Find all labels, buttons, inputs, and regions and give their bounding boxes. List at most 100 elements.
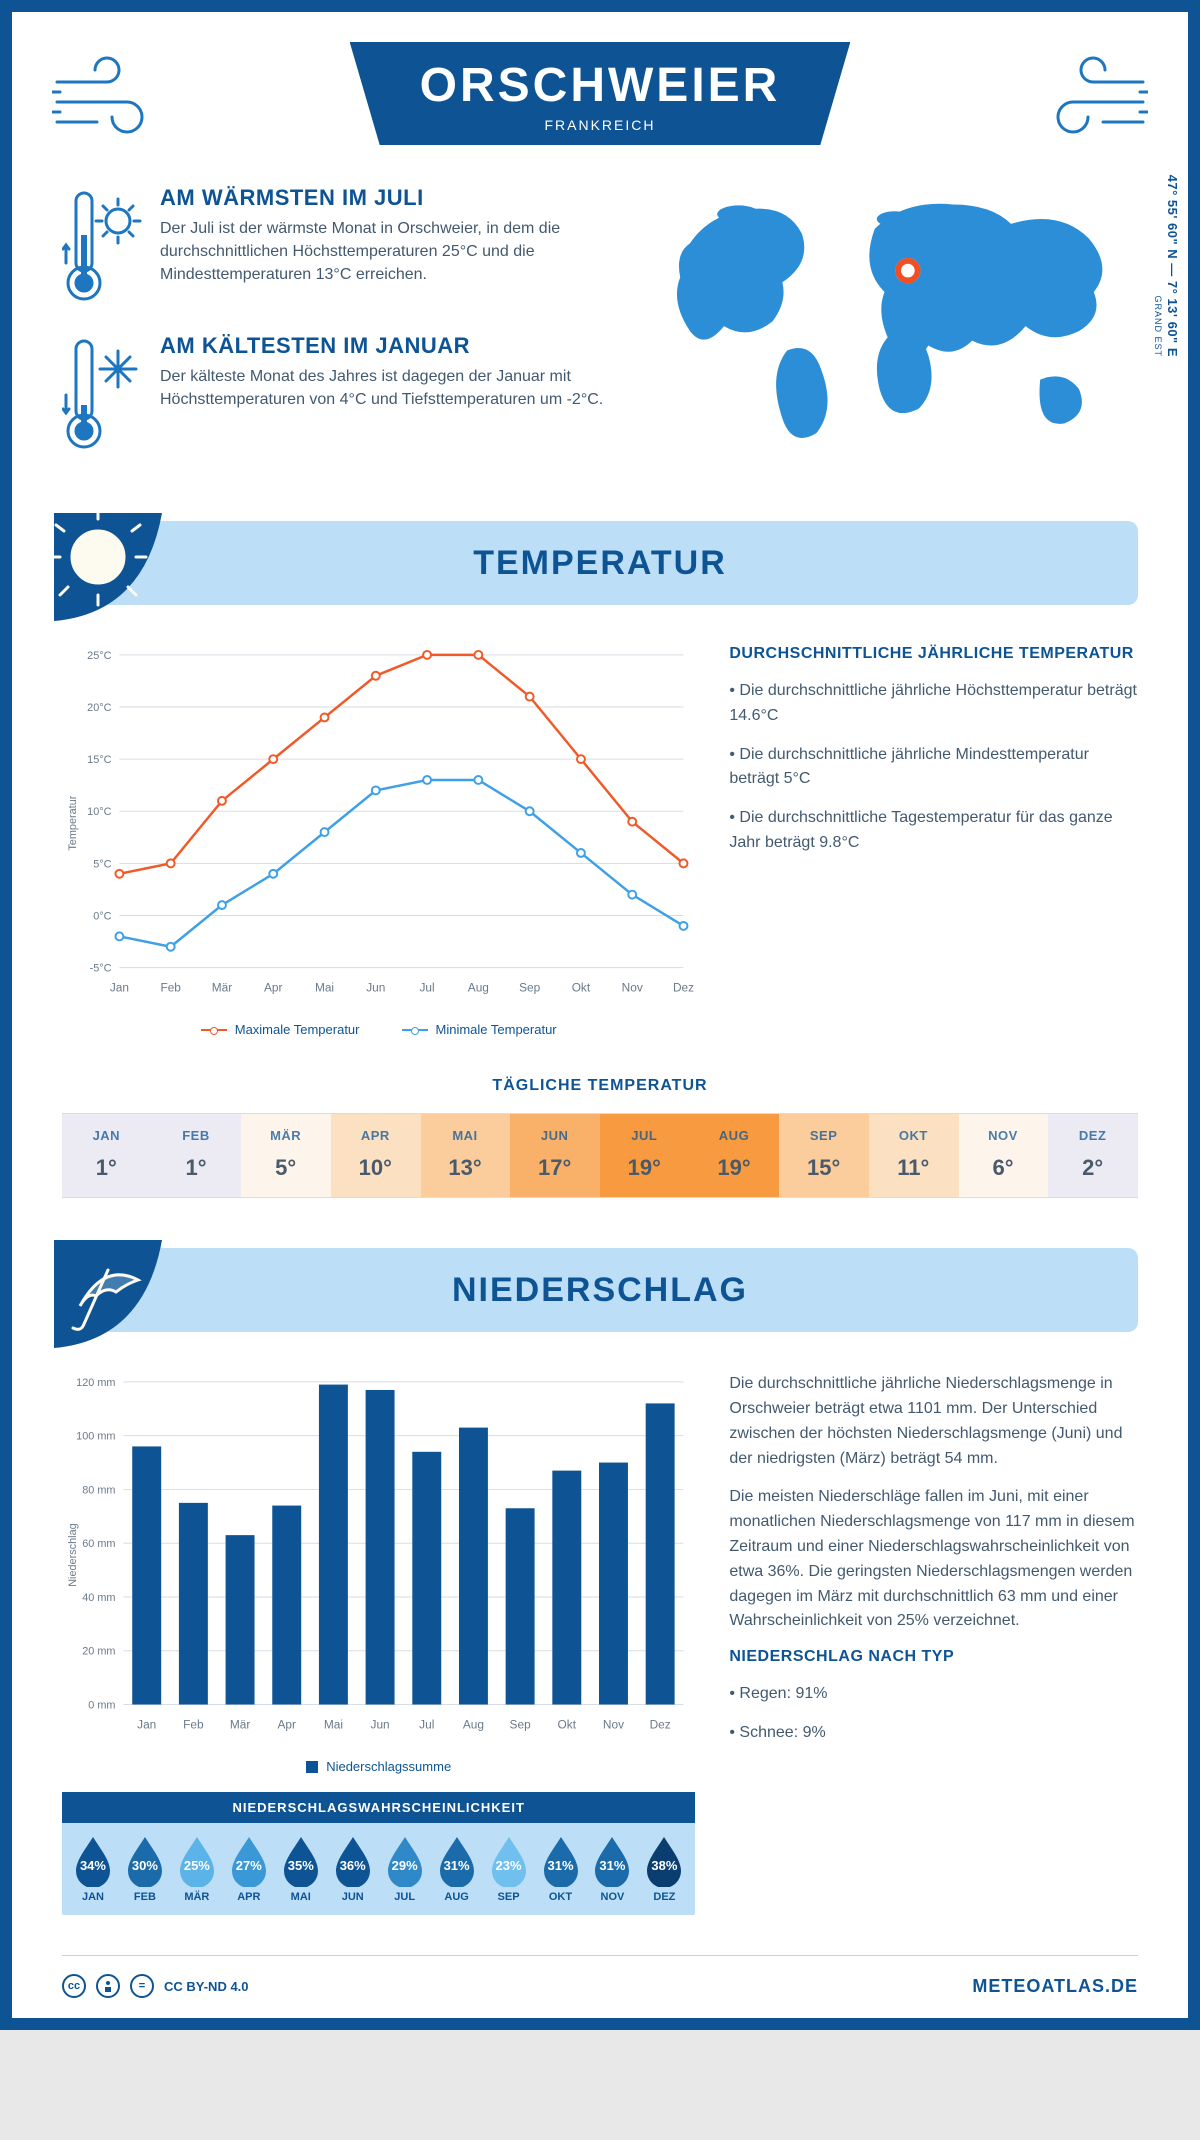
svg-text:Jun: Jun <box>366 980 385 994</box>
fact-warm-title: AM WÄRMSTEN IM JULI <box>160 185 621 211</box>
daily-temp-cell: AUG19° <box>690 1114 780 1197</box>
wind-icon-right <box>1018 52 1148 142</box>
svg-text:Nov: Nov <box>603 1718 624 1732</box>
legend-min-temp: Minimale Temperatur <box>402 1022 557 1037</box>
precip-prob-cell: 25%MÄR <box>172 1835 222 1903</box>
svg-text:20 mm: 20 mm <box>82 1646 115 1658</box>
sun-icon <box>54 513 162 621</box>
fact-cold-text: Der kälteste Monat des Jahres ist dagege… <box>160 365 621 411</box>
legend-max-temp: Maximale Temperatur <box>201 1022 360 1037</box>
daily-temp-cell: JAN1° <box>62 1114 152 1197</box>
footer-license: cc = CC BY-ND 4.0 <box>62 1974 249 1998</box>
precip-chart-row: 0 mm20 mm40 mm60 mm80 mm100 mm120 mmNied… <box>62 1372 1138 1915</box>
svg-text:0°C: 0°C <box>93 910 111 922</box>
svg-text:25°C: 25°C <box>87 650 111 662</box>
svg-text:Mai: Mai <box>315 980 334 994</box>
header: ORSCHWEIER FRANKREICH <box>62 42 1138 145</box>
svg-text:20°C: 20°C <box>87 702 111 714</box>
precip-prob-cell: 30%FEB <box>120 1835 170 1903</box>
svg-text:Apr: Apr <box>278 1718 297 1732</box>
daily-temp-cell: OKT11° <box>869 1114 959 1197</box>
umbrella-icon <box>54 1240 162 1348</box>
precip-type-title: NIEDERSCHLAG NACH TYP <box>729 1648 1138 1666</box>
svg-text:Nov: Nov <box>622 980 643 994</box>
temperature-legend: Maximale Temperatur Minimale Temperatur <box>62 1022 695 1037</box>
page-title: ORSCHWEIER <box>420 58 781 113</box>
precip-type-item: Schnee: 9% <box>729 1721 1138 1746</box>
svg-text:100 mm: 100 mm <box>76 1431 115 1443</box>
precip-prob-cell: 31%OKT <box>536 1835 586 1903</box>
cc-icon: cc <box>62 1974 86 1998</box>
precip-prob-cell: 23%SEP <box>484 1835 534 1903</box>
precip-type-item: Regen: 91% <box>729 1682 1138 1707</box>
daily-temp-grid: JAN1°FEB1°MÄR5°APR10°MAI13°JUN17°JUL19°A… <box>62 1113 1138 1198</box>
precip-prob-row: 34%JAN30%FEB25%MÄR27%APR35%MAI36%JUN29%J… <box>62 1823 695 1907</box>
daily-temp-cell: DEZ2° <box>1048 1114 1138 1197</box>
precip-prob-cell: 29%JUL <box>380 1835 430 1903</box>
precip-probability-box: NIEDERSCHLAGSWAHRSCHEINLICHKEIT 34%JAN30… <box>62 1792 695 1915</box>
svg-text:10°C: 10°C <box>87 806 111 818</box>
precip-prob-title: NIEDERSCHLAGSWAHRSCHEINLICHKEIT <box>62 1792 695 1823</box>
footer-site: METEOATLAS.DE <box>972 1976 1138 1997</box>
svg-text:Dez: Dez <box>650 1718 671 1732</box>
section-header-temperature: TEMPERATUR <box>62 521 1138 605</box>
page-subtitle: FRANKREICH <box>420 117 781 133</box>
precip-bar-chart: 0 mm20 mm40 mm60 mm80 mm100 mm120 mmNied… <box>62 1372 695 1915</box>
svg-text:15°C: 15°C <box>87 754 111 766</box>
temperature-chart-row: -5°C0°C5°C10°C15°C20°C25°CTemperaturJanF… <box>62 645 1138 1037</box>
svg-text:Sep: Sep <box>510 1718 532 1732</box>
precip-info: Die durchschnittliche jährliche Niedersc… <box>729 1372 1138 1915</box>
fact-cold-title: AM KÄLTESTEN IM JANUAR <box>160 333 621 359</box>
svg-text:Okt: Okt <box>558 1718 577 1732</box>
temp-info-item: Die durchschnittliche jährliche Mindestt… <box>729 743 1138 793</box>
precip-prob-cell: 34%JAN <box>68 1835 118 1903</box>
daily-temp-title: TÄGLICHE TEMPERATUR <box>62 1077 1138 1095</box>
daily-temp-cell: FEB1° <box>152 1114 242 1197</box>
svg-text:Jul: Jul <box>419 1718 434 1732</box>
temperature-line-chart: -5°C0°C5°C10°C15°C20°C25°CTemperaturJanF… <box>62 645 695 1037</box>
cc-nd-icon: = <box>130 1974 154 1998</box>
svg-text:Mär: Mär <box>212 980 232 994</box>
svg-text:Feb: Feb <box>183 1718 204 1732</box>
svg-text:Feb: Feb <box>160 980 181 994</box>
precip-prob-cell: 27%APR <box>224 1835 274 1903</box>
temp-info-title: DURCHSCHNITTLICHE JÄHRLICHE TEMPERATUR <box>729 645 1138 663</box>
precip-prob-cell: 38%DEZ <box>639 1835 689 1903</box>
thermometer-hot-icon <box>62 185 142 305</box>
precip-prob-cell: 35%MAI <box>276 1835 326 1903</box>
svg-text:Aug: Aug <box>468 980 489 994</box>
svg-text:Jun: Jun <box>371 1718 390 1732</box>
svg-text:60 mm: 60 mm <box>82 1538 115 1550</box>
temp-info-item: Die durchschnittliche jährliche Höchstte… <box>729 679 1138 729</box>
precip-legend: Niederschlagssumme <box>62 1759 695 1774</box>
fact-coldest: AM KÄLTESTEN IM JANUAR Der kälteste Mona… <box>62 333 621 453</box>
precip-prob-cell: 31%AUG <box>432 1835 482 1903</box>
coordinates: 47° 55' 60" N — 7° 13' 60" E GRAND EST <box>1153 174 1180 356</box>
precip-para-1: Die durchschnittliche jährliche Niedersc… <box>729 1372 1138 1471</box>
daily-temp-cell: NOV6° <box>959 1114 1049 1197</box>
svg-text:120 mm: 120 mm <box>76 1377 115 1389</box>
precip-para-2: Die meisten Niederschläge fallen im Juni… <box>729 1485 1138 1634</box>
precip-prob-cell: 31%NOV <box>587 1835 637 1903</box>
svg-text:Jul: Jul <box>420 980 435 994</box>
svg-text:Sep: Sep <box>519 980 541 994</box>
svg-text:Niederschlag: Niederschlag <box>67 1524 79 1587</box>
region-text: GRAND EST <box>1153 174 1163 356</box>
svg-text:5°C: 5°C <box>93 858 111 870</box>
intro-section: AM WÄRMSTEN IM JULI Der Juli ist der wär… <box>62 185 1138 481</box>
precip-title: NIEDERSCHLAG <box>452 1271 748 1310</box>
svg-text:-5°C: -5°C <box>90 963 112 975</box>
svg-text:Jan: Jan <box>110 980 129 994</box>
svg-text:80 mm: 80 mm <box>82 1485 115 1497</box>
legend-precip-sum: Niederschlagssumme <box>306 1759 451 1774</box>
svg-text:Apr: Apr <box>264 980 283 994</box>
precip-prob-cell: 36%JUN <box>328 1835 378 1903</box>
license-text: CC BY-ND 4.0 <box>164 1979 249 1994</box>
svg-text:Jan: Jan <box>137 1718 156 1732</box>
svg-text:Okt: Okt <box>572 980 591 994</box>
fact-warm-text: Der Juli ist der wärmste Monat in Orschw… <box>160 217 621 287</box>
page: ORSCHWEIER FRANKREICH <box>0 0 1200 2030</box>
temp-info-item: Die durchschnittliche Tagestemperatur fü… <box>729 806 1138 856</box>
daily-temp-cell: JUN17° <box>510 1114 600 1197</box>
svg-text:40 mm: 40 mm <box>82 1592 115 1604</box>
